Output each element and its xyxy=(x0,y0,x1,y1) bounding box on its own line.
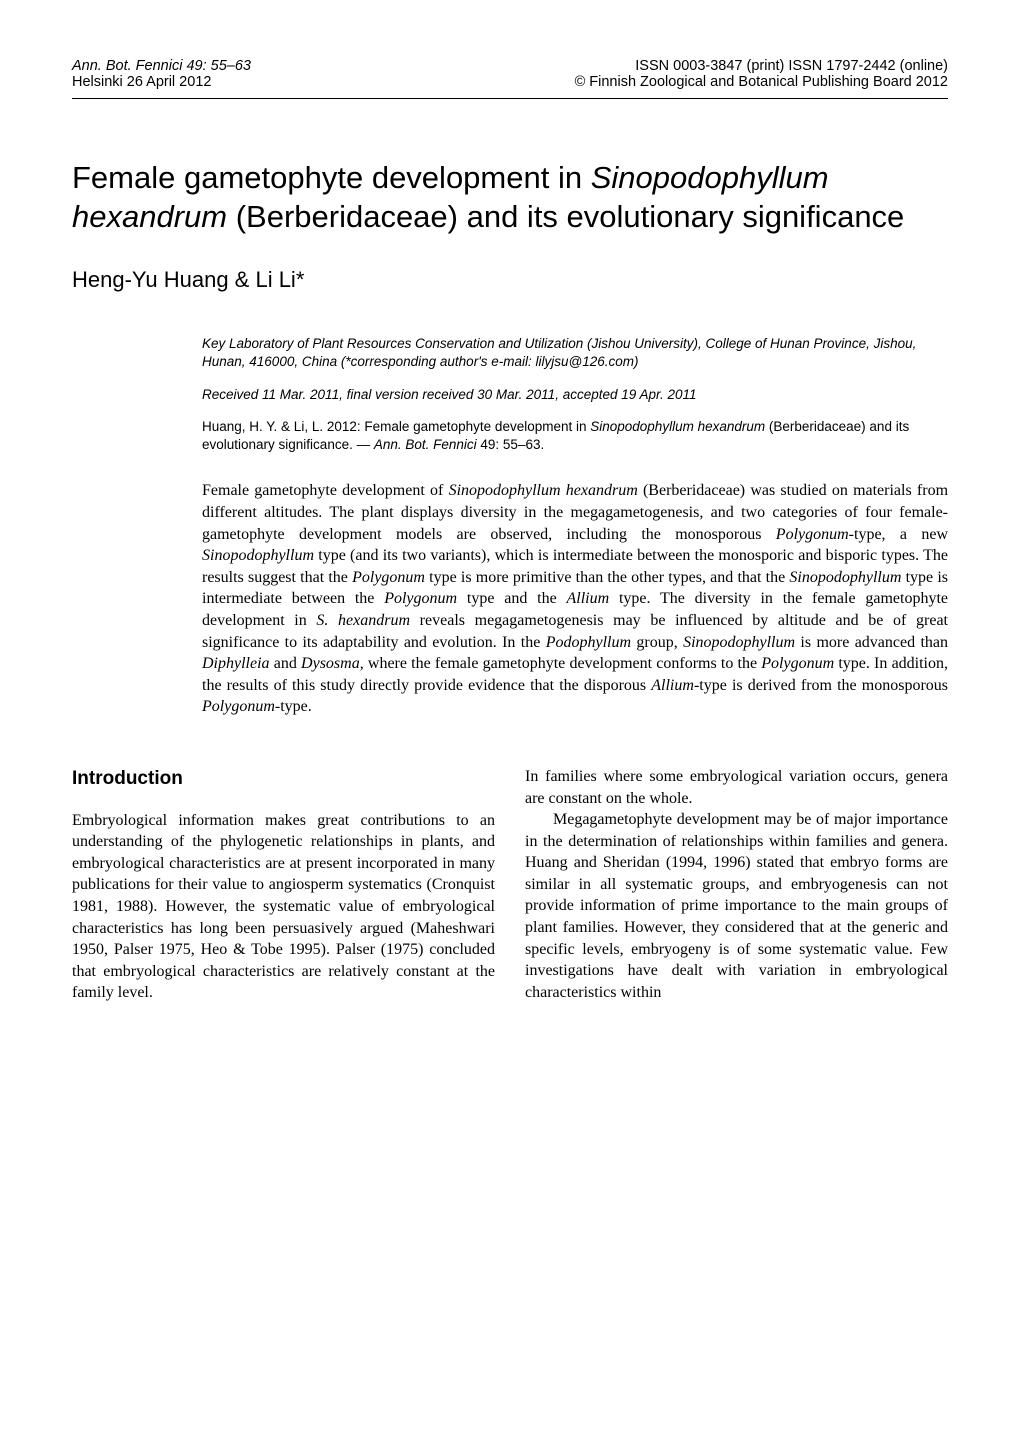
intro-paragraph-2: Megagametophyte development may be of ma… xyxy=(525,809,948,1003)
running-header: Ann. Bot. Fennici 49: 55–63 Helsinki 26 … xyxy=(72,58,948,90)
abstract: Female gametophyte development of Sinopo… xyxy=(202,480,948,718)
author-list: Heng-Yu Huang & Li Li* xyxy=(72,267,948,293)
citation: Huang, H. Y. & Li, L. 2012: Female gamet… xyxy=(202,418,948,454)
issn-line: ISSN 0003-3847 (print) ISSN 1797-2442 (o… xyxy=(575,58,948,74)
header-left: Ann. Bot. Fennici 49: 55–63 Helsinki 26 … xyxy=(72,58,251,90)
column-right: In families where some embryological var… xyxy=(525,766,948,1004)
affiliation: Key Laboratory of Plant Resources Conser… xyxy=(202,335,948,371)
journal-line: Ann. Bot. Fennici 49: 55–63 xyxy=(72,58,251,74)
column-left: Introduction Embryological information m… xyxy=(72,766,495,1004)
metadata-block: Key Laboratory of Plant Resources Conser… xyxy=(202,335,948,455)
header-rule xyxy=(72,98,948,99)
section-heading-introduction: Introduction xyxy=(72,766,495,792)
intro-paragraph-1-cont: In families where some embryological var… xyxy=(525,766,948,809)
intro-paragraph-1: Embryological information makes great co… xyxy=(72,810,495,1004)
received-dates: Received 11 Mar. 2011, final version rec… xyxy=(202,387,948,402)
header-right: ISSN 0003-3847 (print) ISSN 1797-2442 (o… xyxy=(575,58,948,90)
article-title: Female gametophyte development in Sinopo… xyxy=(72,159,948,237)
copyright-line: © Finnish Zoological and Botanical Publi… xyxy=(575,74,948,90)
location-date: Helsinki 26 April 2012 xyxy=(72,74,251,90)
body-columns: Introduction Embryological information m… xyxy=(72,766,948,1004)
